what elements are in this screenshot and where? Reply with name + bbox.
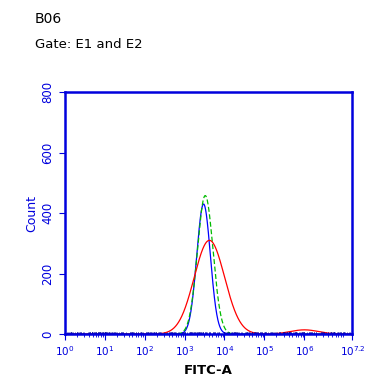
Text: Gate: E1 and E2: Gate: E1 and E2 (35, 38, 143, 51)
X-axis label: FITC-A: FITC-A (184, 364, 233, 377)
Text: B06: B06 (35, 12, 62, 25)
Y-axis label: Count: Count (25, 195, 38, 232)
